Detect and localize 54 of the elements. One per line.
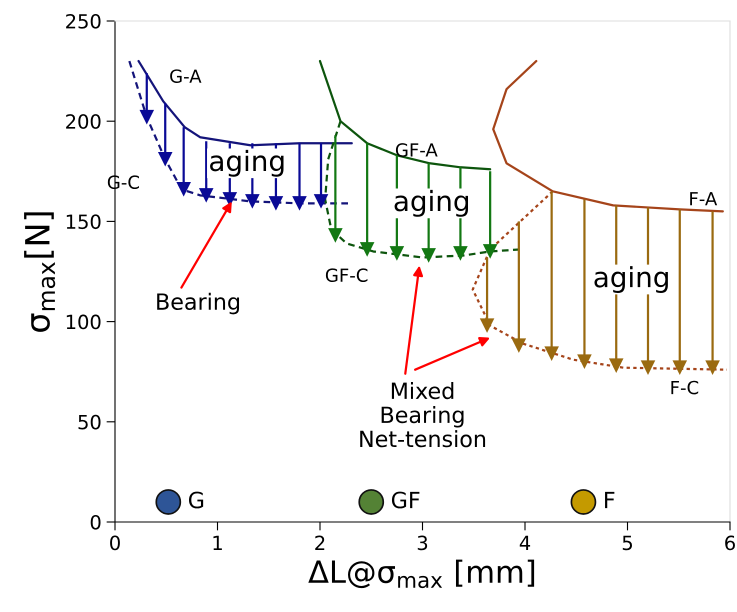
- y-axis-title: σ$_{max}$[N]: [24, 212, 56, 332]
- point: [328, 228, 343, 243]
- annotation: Mixed Bearing Net-tension: [360, 382, 486, 448]
- series-label: G-A: [170, 69, 202, 83]
- y-tick-label: 250: [66, 14, 101, 29]
- point: [544, 346, 559, 361]
- point: [453, 246, 468, 261]
- y-tick-label: 150: [66, 214, 101, 230]
- series-label: GF-A: [396, 143, 438, 157]
- point: [608, 358, 624, 373]
- y-tick-label: 50: [78, 414, 101, 430]
- point: [268, 196, 284, 211]
- x-tick-label: 3: [418, 536, 428, 550]
- y-tick-label: 200: [66, 114, 101, 129]
- point: [640, 360, 656, 375]
- x-axis-title: ΔL@σ$_{max}$ [mm]: [308, 560, 534, 588]
- annotation: aging: [594, 266, 668, 293]
- point: [198, 188, 214, 203]
- annotation: Bearing: [157, 292, 240, 314]
- series-label: F: [605, 492, 614, 508]
- series-label: GF-C: [326, 268, 368, 282]
- series-label: F-C: [671, 380, 698, 394]
- point: [176, 182, 191, 197]
- point: [245, 194, 260, 209]
- point: [360, 242, 374, 257]
- point: [139, 110, 154, 124]
- annotation: aging: [394, 190, 468, 217]
- series-label: G: [188, 492, 204, 508]
- annotation: aging: [210, 150, 284, 177]
- point: [158, 152, 173, 167]
- point: [314, 194, 328, 209]
- x-tick-label: 0: [110, 536, 120, 550]
- point: [480, 318, 494, 333]
- point: [358, 489, 384, 515]
- x-tick-label: 4: [520, 536, 530, 550]
- x-tick-label: 1: [213, 536, 222, 550]
- point: [292, 196, 307, 211]
- point: [421, 248, 436, 263]
- point: [482, 244, 498, 259]
- y-tick-label: 100: [66, 314, 101, 330]
- point: [155, 489, 182, 515]
- series-label: GF: [392, 492, 420, 508]
- x-tick-label: 2: [315, 536, 324, 550]
- point: [390, 246, 404, 261]
- y-tick-label: 0: [90, 514, 101, 530]
- x-tick-label: 6: [725, 536, 735, 550]
- point: [512, 338, 526, 353]
- line-series: [137, 60, 353, 146]
- x-tick-label: 5: [622, 536, 632, 550]
- point: [672, 360, 688, 375]
- series-label: F-A: [690, 192, 718, 206]
- point: [570, 489, 596, 515]
- point: [577, 354, 592, 369]
- point: [705, 360, 720, 375]
